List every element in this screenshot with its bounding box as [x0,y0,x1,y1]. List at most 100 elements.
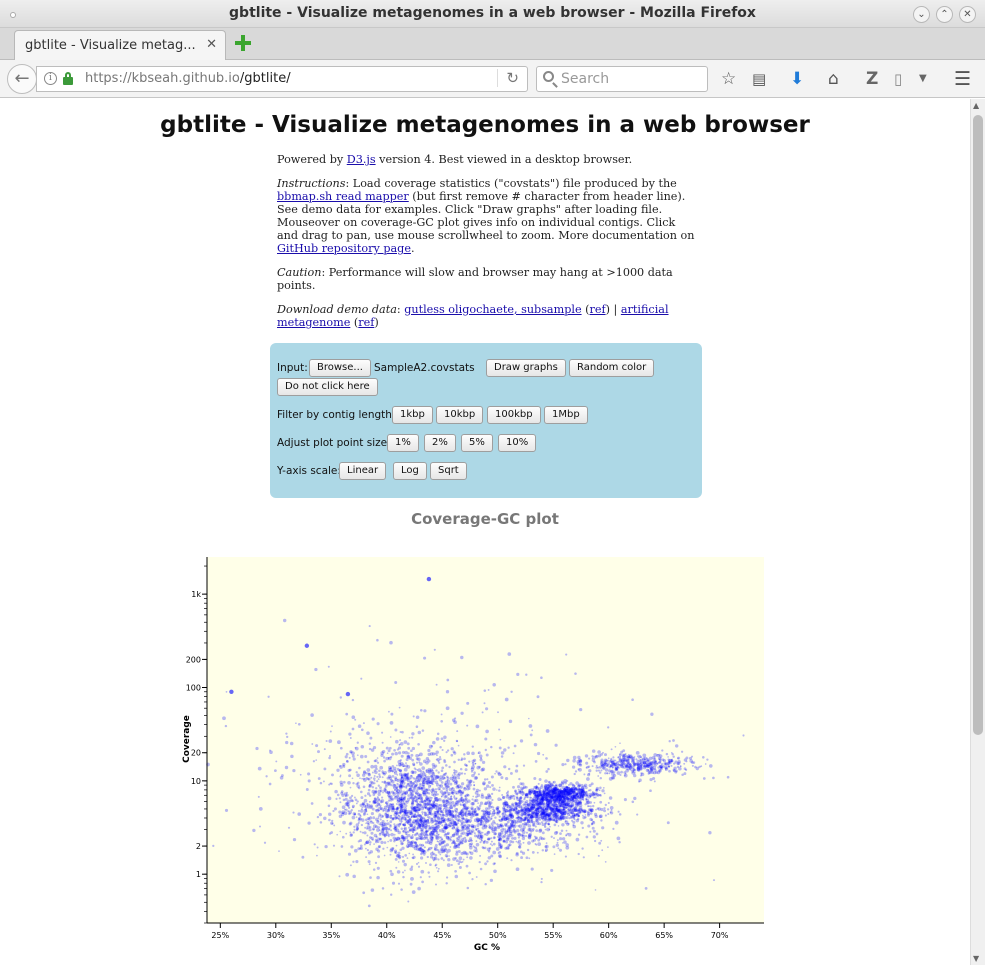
data-point[interactable] [547,792,551,796]
data-point[interactable] [572,789,576,793]
data-point[interactable] [378,806,381,809]
data-point[interactable] [540,797,544,800]
data-point[interactable] [368,839,371,842]
data-point[interactable] [456,828,460,832]
data-point[interactable] [521,822,525,826]
data-point[interactable] [434,804,437,807]
data-point[interactable] [552,789,557,793]
data-point[interactable] [583,783,588,788]
data-point[interactable] [445,751,448,754]
data-point[interactable] [501,814,505,818]
data-point[interactable] [436,799,440,802]
data-point[interactable] [460,759,463,762]
data-point[interactable] [427,785,431,789]
data-point[interactable] [443,735,447,740]
data-point[interactable] [436,806,440,810]
data-point[interactable] [435,796,439,800]
data-point[interactable] [476,817,480,822]
data-point[interactable] [432,789,436,793]
data-point[interactable] [428,824,431,827]
data-point[interactable] [436,757,441,762]
data-point[interactable] [369,840,372,844]
data-point[interactable] [378,775,382,778]
data-point[interactable] [381,827,385,832]
data-point[interactable] [507,767,511,771]
data-point[interactable] [377,789,382,794]
data-point[interactable] [436,810,439,813]
data-point[interactable] [383,787,387,790]
data-point[interactable] [370,748,375,752]
data-point[interactable] [483,778,487,781]
data-point[interactable] [560,789,563,792]
data-point[interactable] [507,652,512,656]
data-point[interactable] [547,785,551,789]
data-point[interactable] [435,754,438,757]
data-point[interactable] [353,848,358,853]
data-point[interactable] [418,825,422,829]
data-point[interactable] [464,768,468,772]
data-point[interactable] [568,791,573,795]
data-point[interactable] [497,772,502,777]
data-point[interactable] [604,803,607,807]
data-point[interactable] [342,764,345,767]
data-point[interactable] [383,841,387,844]
data-point[interactable] [471,762,475,765]
data-point[interactable] [406,811,409,814]
data-point[interactable] [523,803,526,806]
data-point[interactable] [706,758,709,761]
data-point[interactable] [484,820,487,823]
data-point[interactable] [453,781,458,785]
data-point[interactable] [616,836,621,841]
data-point[interactable] [627,755,630,759]
data-point[interactable] [397,751,402,755]
data-point[interactable] [345,793,349,797]
data-point[interactable] [586,805,590,808]
data-point[interactable] [571,794,575,798]
data-point[interactable] [403,773,407,777]
data-point[interactable] [591,804,595,808]
data-point[interactable] [517,815,520,819]
data-point[interactable] [558,848,563,852]
data-point[interactable] [403,792,406,795]
data-point[interactable] [348,756,351,759]
data-point[interactable] [480,823,483,826]
data-point[interactable] [444,783,447,786]
data-point[interactable] [402,840,405,843]
data-point[interactable] [419,787,422,791]
data-point[interactable] [555,799,559,802]
data-point[interactable] [530,812,534,817]
data-point[interactable] [481,760,486,765]
data-point[interactable] [422,850,427,854]
data-point[interactable] [497,838,501,841]
data-point[interactable] [376,780,379,783]
data-point[interactable] [595,789,599,792]
data-point[interactable] [562,790,564,793]
data-point[interactable] [545,792,549,796]
data-point[interactable] [419,775,422,779]
data-point[interactable] [452,804,457,808]
data-point[interactable] [457,786,460,789]
data-point[interactable] [607,726,610,729]
data-point[interactable] [642,753,647,758]
data-point[interactable] [495,789,498,791]
data-point[interactable] [352,782,355,785]
data-point[interactable] [640,772,645,777]
data-point[interactable] [406,809,410,814]
data-point[interactable] [399,779,403,783]
data-point[interactable] [544,828,547,831]
data-point[interactable] [390,816,393,819]
data-point[interactable] [432,821,434,824]
data-point[interactable] [415,816,418,818]
data-point[interactable] [543,809,547,813]
data-point[interactable] [447,809,452,814]
data-point[interactable] [445,787,449,792]
data-point[interactable] [328,756,331,760]
data-point[interactable] [389,721,394,725]
data-point[interactable] [650,712,654,716]
data-point[interactable] [391,752,395,756]
data-point[interactable] [391,816,395,820]
data-point[interactable] [413,805,416,809]
data-point[interactable] [446,678,450,682]
vertical-scrollbar[interactable]: ▲ ▼ [970,99,985,965]
data-point[interactable] [478,860,481,864]
